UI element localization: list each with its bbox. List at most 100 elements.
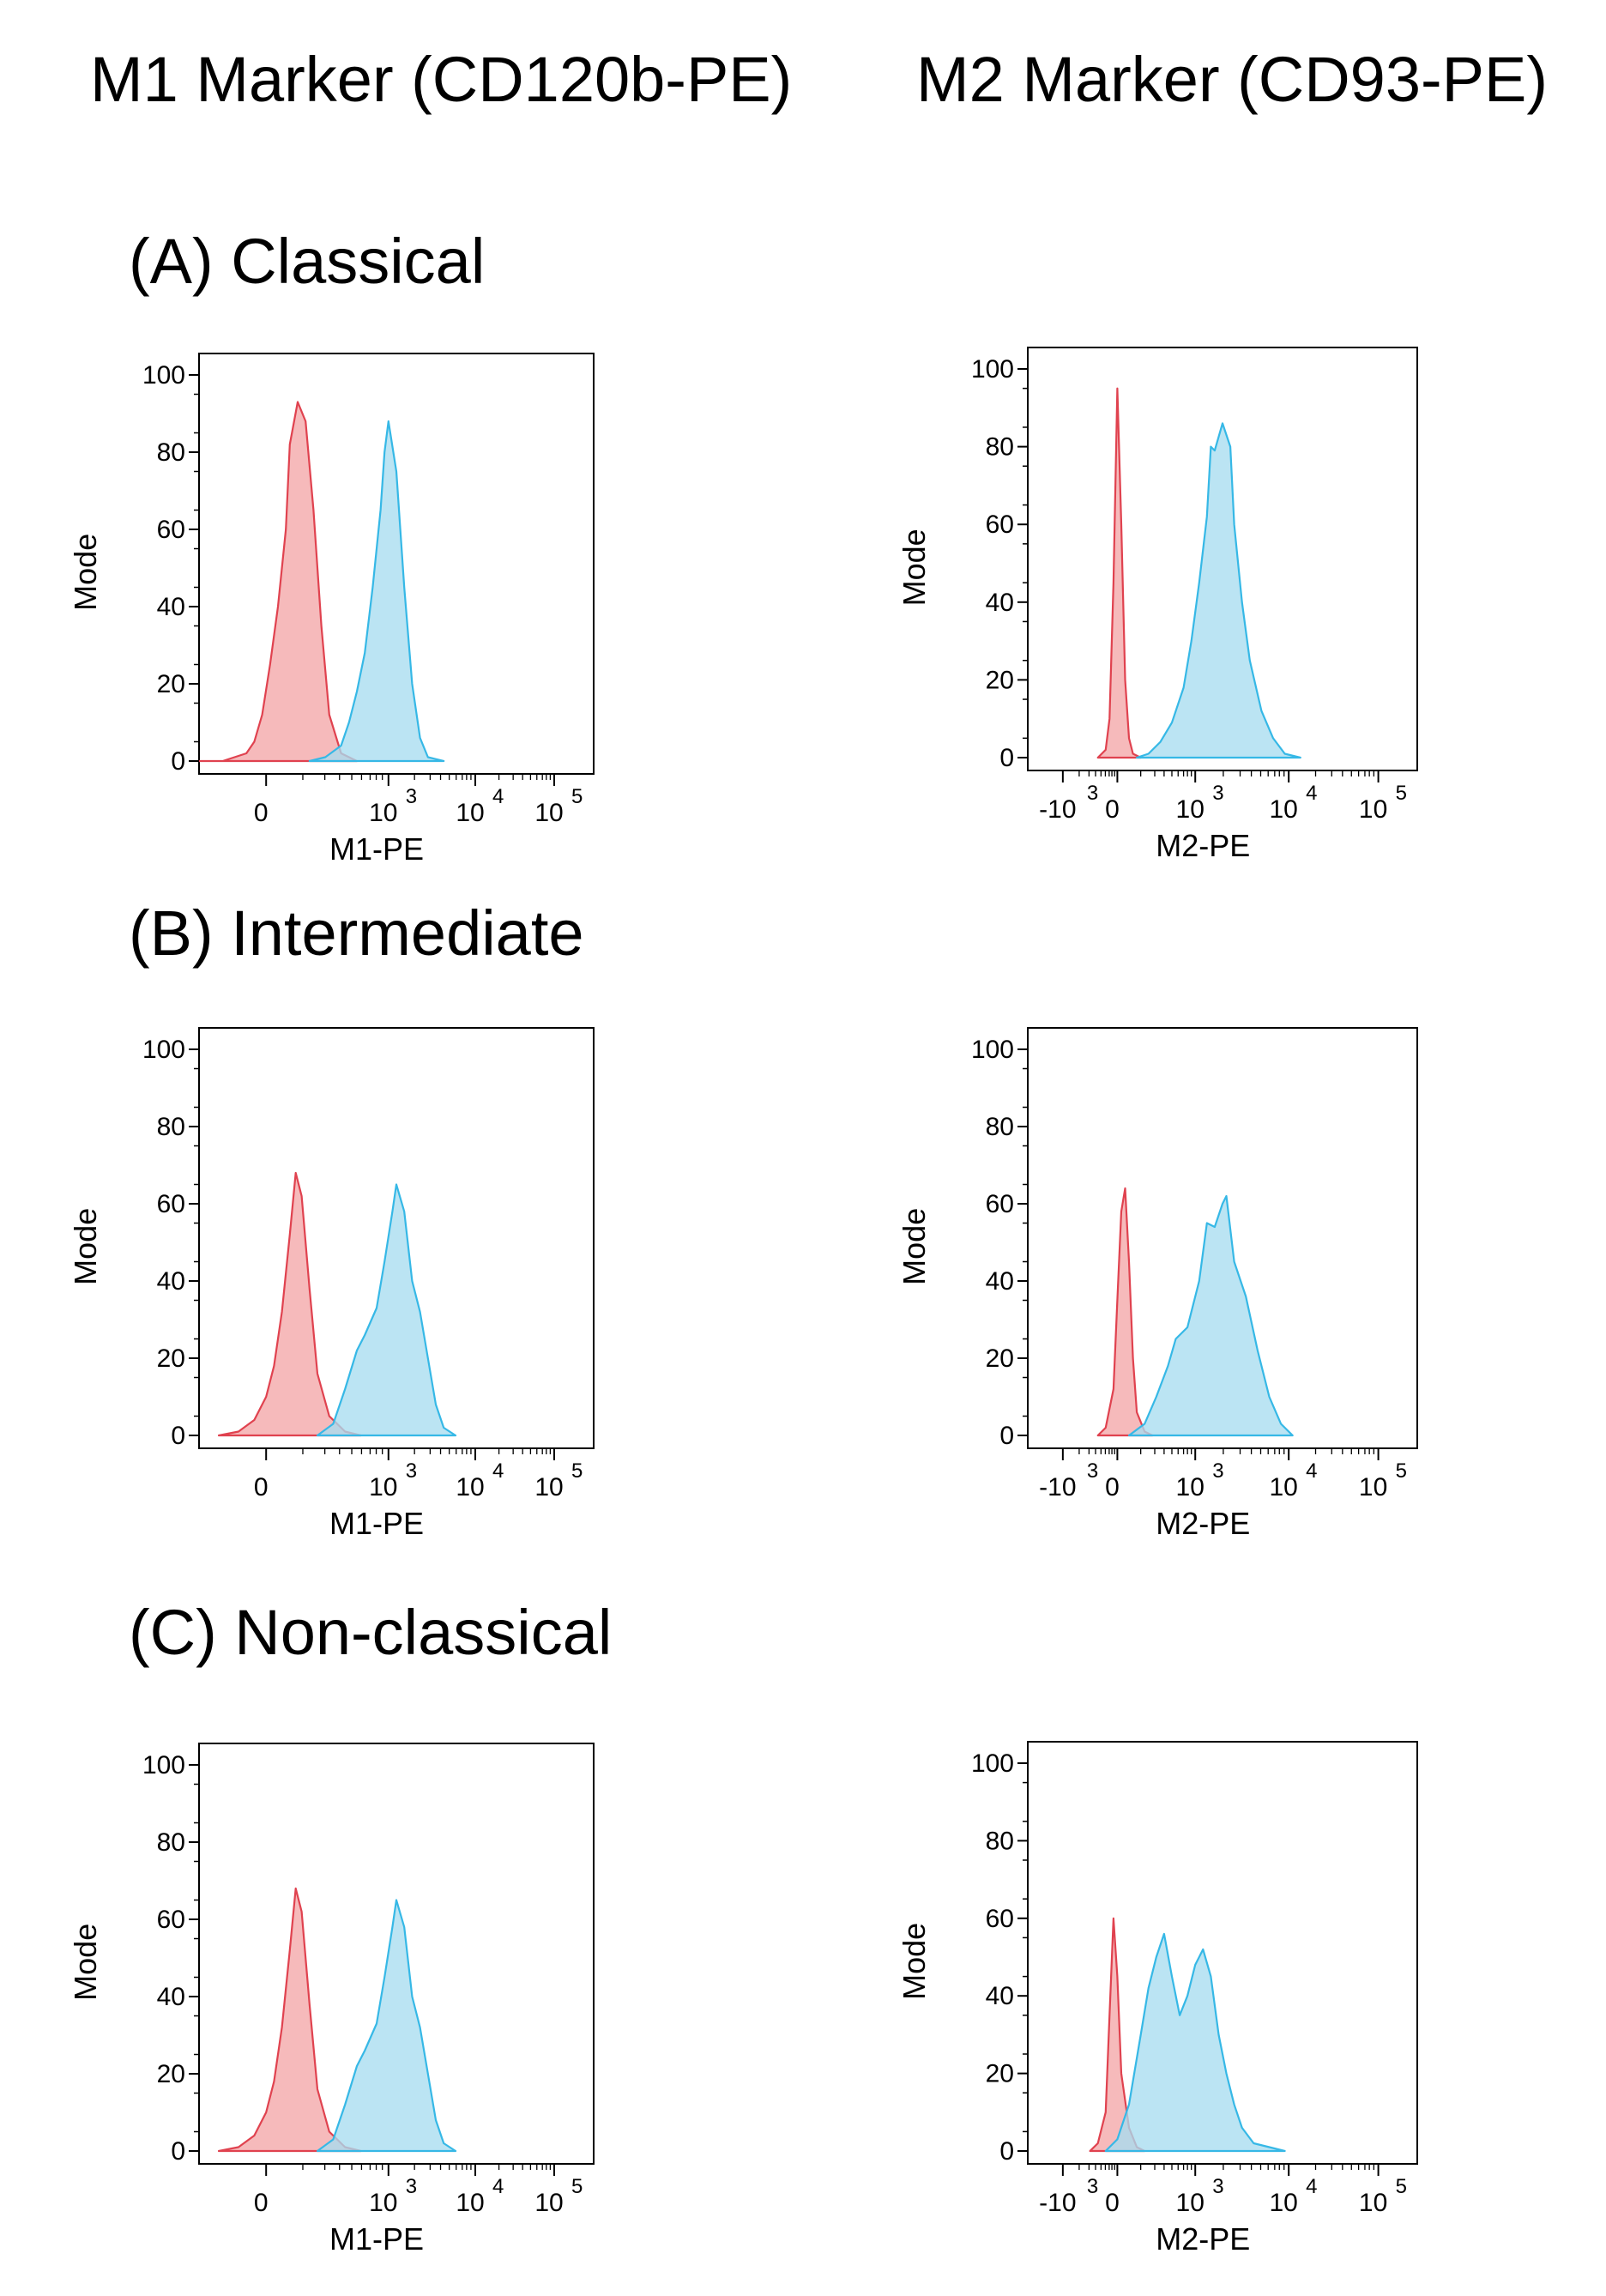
x-tick-exponent: 3 [1212,782,1223,805]
y-tick-label: 100 [971,1749,1014,1778]
x-tick-exponent: 4 [1306,2175,1317,2198]
y-tick-label: 60 [986,1905,1014,1933]
x-tick-label: 10 [1176,1473,1204,1501]
x-tick-label: 10 [1269,2189,1297,2217]
y-axis-label: Mode [897,1208,932,1285]
x-tick-exponent: 3 [406,1459,417,1483]
y-tick-label: 80 [157,1828,185,1857]
y-tick-label: 40 [986,589,1014,617]
y-tick-label: 0 [999,1422,1014,1450]
y-tick-label: 0 [999,2137,1014,2166]
series-control [1096,1187,1154,1437]
x-tick-label: 10 [1176,795,1204,824]
x-tick-exponent: 5 [1396,2175,1407,2198]
plot-frame [1027,1027,1418,1449]
y-tick-label: 0 [171,747,185,776]
y-axis-label: Mode [68,534,103,611]
y-tick-label: 0 [999,744,1014,772]
y-tick-label: 40 [157,1983,185,2011]
x-tick-exponent: 4 [492,1459,504,1483]
x-tick-exponent: 3 [1212,2175,1223,2198]
x-tick-label: -10 [1039,1473,1076,1501]
row-title-classical: (A) Classical [129,226,486,297]
y-tick-label: 100 [971,1036,1014,1064]
x-tick-exponent: 4 [1306,1459,1317,1483]
y-tick-label: 80 [986,1827,1014,1855]
column-title-m1: M1 Marker (CD120b-PE) [90,44,793,115]
y-tick-label: 60 [986,511,1014,539]
y-tick-label: 0 [171,2137,185,2166]
series-stain [316,1899,457,2153]
y-tick-label: 20 [157,670,185,698]
column-title-m2: M2 Marker (CD93-PE) [916,44,1548,115]
x-tick-exponent: 5 [1396,1459,1407,1483]
y-axis-label: Mode [68,1208,103,1285]
series-control [197,401,359,763]
plot-frame [1027,1741,1418,2165]
y-tick-label: 20 [157,2060,185,2088]
x-axis-label: M2-PE [1156,2221,1250,2257]
series-control [1096,387,1142,759]
y-tick-label: 40 [986,1267,1014,1296]
x-tick-label: 10 [534,1473,563,1501]
y-tick-label: 60 [986,1190,1014,1218]
panel-a-m1: 0 20 40 60 80 100 0 10 3 10 4 10 5 M1-PE Mode [68,353,595,867]
plot-frame [198,1027,595,1449]
y-tick-label: 40 [157,593,185,621]
x-tick-label: 10 [534,2189,563,2217]
y-tick-label: 20 [157,1344,185,1373]
x-tick-exponent: 4 [492,785,504,808]
row-title-intermediate: (B) Intermediate [129,897,584,969]
series-stain [1127,1194,1294,1437]
panel-c-m1: 0 20 40 60 80 100 0 10 3 10 4 10 5 M1-PE Mode [68,1743,595,2257]
y-tick-label: 100 [142,361,185,390]
y-tick-label: 0 [171,1422,185,1450]
x-axis-label: M2-PE [1156,1506,1250,1541]
y-tick-label: 80 [157,1113,185,1141]
x-tick-label: 10 [1269,795,1297,824]
x-tick-label: 10 [1176,2189,1204,2217]
series-stain [1104,1932,1286,2153]
x-tick-exponent: 3 [1087,782,1098,805]
x-tick-exponent: 5 [1396,782,1407,805]
series-stain [308,420,445,763]
panel-b-m1: 0 20 40 60 80 100 0 10 3 10 4 10 5 M1-PE Mode [68,1027,595,1541]
x-tick-label: 0 [254,799,269,827]
x-tick-exponent: 5 [571,785,583,808]
x-tick-label: 10 [1359,2189,1387,2217]
x-tick-exponent: 4 [492,2175,504,2198]
x-tick-label: 10 [369,1473,397,1501]
y-axis-label: Mode [68,1924,103,2001]
y-tick-label: 40 [986,1982,1014,2010]
series-stain [1136,422,1301,759]
y-tick-label: 60 [157,1190,185,1218]
y-axis-label: Mode [897,1923,932,2000]
x-tick-exponent: 3 [406,2175,417,2198]
x-tick-label: 10 [534,799,563,827]
x-axis-label: M1-PE [329,1506,424,1541]
x-tick-label: -10 [1039,795,1076,824]
y-tick-label: 80 [986,1113,1014,1141]
y-tick-label: 20 [986,1344,1014,1373]
x-tick-exponent: 3 [406,785,417,808]
x-tick-exponent: 5 [571,2175,583,2198]
x-tick-exponent: 4 [1306,782,1317,805]
x-tick-exponent: 3 [1087,2175,1098,2198]
x-tick-label: -10 [1039,2189,1076,2217]
plot-frame [1027,347,1418,771]
x-axis-label: M1-PE [329,831,424,867]
series-control [217,1887,362,2153]
x-tick-label: 10 [369,799,397,827]
y-tick-label: 100 [971,355,1014,384]
x-tick-label: 10 [369,2189,397,2217]
y-tick-label: 60 [157,516,185,544]
x-tick-label: 10 [456,799,484,827]
plot-frame [198,353,595,775]
y-axis-label: Mode [897,529,932,606]
x-axis-label: M2-PE [1156,828,1250,863]
x-tick-label: 10 [456,2189,484,2217]
y-tick-label: 80 [157,438,185,467]
x-tick-exponent: 3 [1212,1459,1223,1483]
x-tick-label: 0 [254,1473,269,1501]
